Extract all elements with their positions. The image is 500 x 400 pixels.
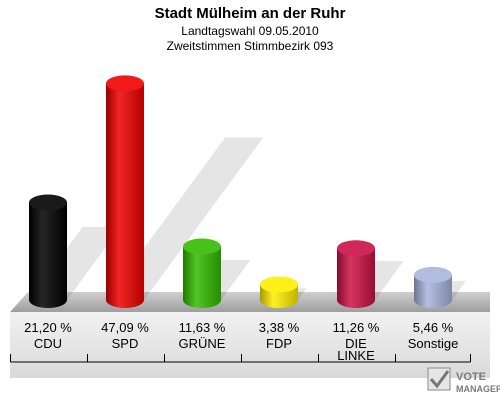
category-label: SPD — [112, 336, 139, 351]
bar-grüne — [183, 246, 221, 308]
value-label: 3,38 % — [259, 320, 300, 335]
chart-subtitle-district: Zweitstimmen Stimmbezirk 093 — [167, 39, 334, 53]
value-label: 11,26 % — [333, 320, 380, 335]
category-label: GRÜNE — [179, 336, 226, 351]
category-label: FDP — [266, 336, 292, 351]
bar-cdu — [29, 202, 67, 308]
bar-cap — [337, 240, 375, 257]
category-label: Sonstige — [408, 336, 459, 351]
value-label: 21,20 % — [24, 320, 72, 335]
votemanager-logo: VOTE MANAGER — [427, 367, 500, 394]
category-axis — [10, 354, 471, 363]
value-label: 47,09 % — [101, 320, 149, 335]
bar-cap — [183, 238, 221, 255]
logo-text-vote: VOTE — [456, 371, 486, 383]
category-label: CDU — [34, 336, 62, 351]
value-label: 5,46 % — [413, 320, 454, 335]
bar-cap — [260, 276, 298, 293]
chart-subtitle-date: Landtagswahl 09.05.2010 — [181, 24, 319, 38]
bar-sonstige — [414, 274, 452, 308]
value-label: 11,63 % — [179, 320, 226, 335]
bar-cap — [106, 75, 144, 92]
bar-cap — [414, 266, 452, 283]
category-labels: CDU SPD GRÜNE FDP DIE LINKE Sonstige — [34, 336, 458, 363]
bar-spd — [106, 83, 144, 308]
category-label: DIE LINKE — [337, 336, 375, 363]
bar-die-linke — [337, 248, 375, 308]
ballot-check-icon — [427, 367, 451, 391]
bar-shadow — [106, 137, 264, 300]
chart-title: Stadt Mülheim an der Ruhr — [155, 5, 346, 22]
bar-series — [29, 75, 466, 308]
logo-text-manager: MANAGER — [456, 384, 500, 394]
bar-cap — [29, 194, 67, 211]
chart-floor-front — [10, 312, 490, 378]
value-labels: 21,20 % 47,09 % 11,63 % 3,38 % 11,26 % 5,46 % — [24, 320, 454, 335]
